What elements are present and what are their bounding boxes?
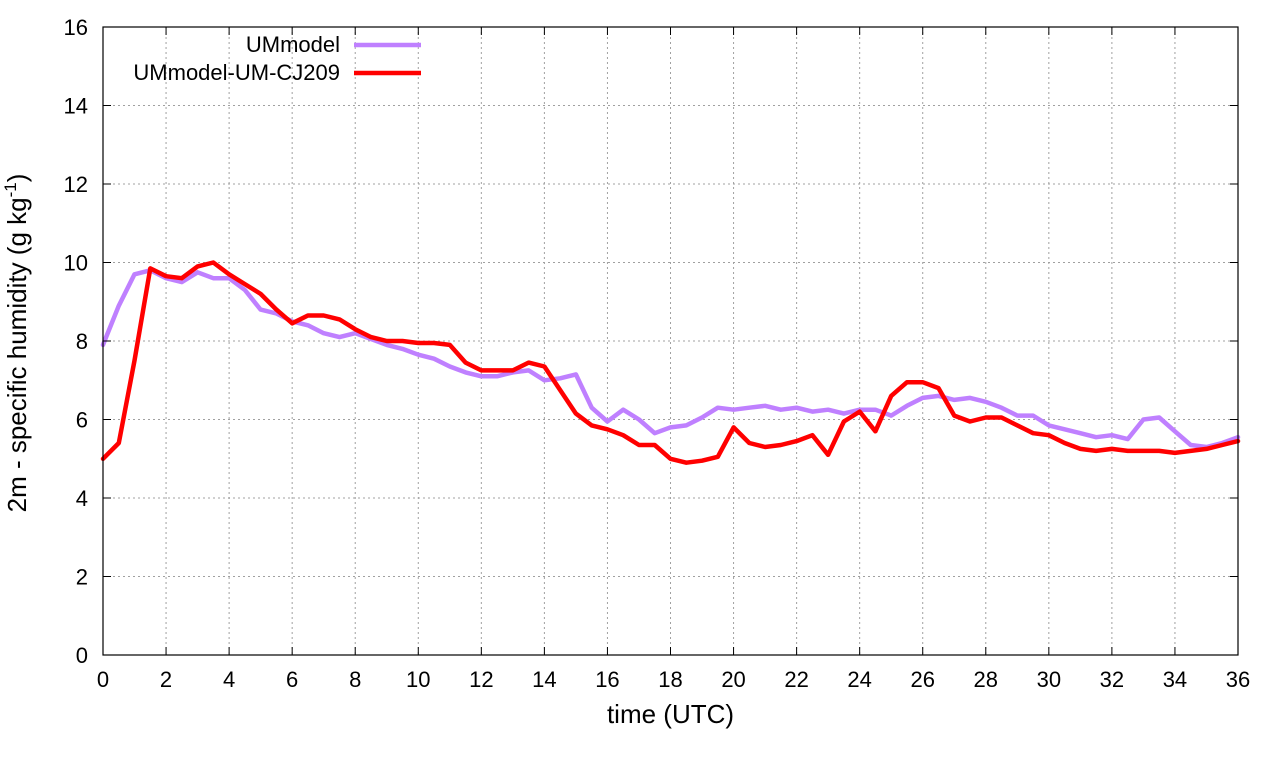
- y-axis-title: 2m - specific humidity (g kg-1): [1, 174, 32, 513]
- x-tick-label: 6: [286, 667, 298, 692]
- x-tick-label: 16: [595, 667, 619, 692]
- legend-label-ummodel: UMmodel: [246, 32, 340, 57]
- y-axis-title-close: ): [2, 174, 32, 183]
- x-tick-label: 8: [349, 667, 361, 692]
- tick-labels: 0 2 4 6 8 10 12 14 16 18 20 22 24 26 28 30 32 34 360246810…: [64, 15, 1251, 692]
- x-tick-label: 30: [1037, 667, 1061, 692]
- x-tick-label: 28: [974, 667, 998, 692]
- y-tick-label: 14: [64, 94, 88, 119]
- x-tick-label: 12: [469, 667, 493, 692]
- y-tick-label: 6: [76, 408, 88, 433]
- y-tick-label: 0: [76, 643, 88, 668]
- x-tick-label: 2: [160, 667, 172, 692]
- x-tick-label: 18: [658, 667, 682, 692]
- x-tick-label: 36: [1226, 667, 1250, 692]
- y-axis-title-main: 2m - specific humidity (g kg: [2, 197, 32, 512]
- y-tick-label: 16: [64, 15, 88, 40]
- y-axis-title-superscript: -1: [1, 182, 20, 197]
- y-tick-label: 4: [76, 486, 88, 511]
- x-axis-title: time (UTC): [607, 699, 734, 729]
- y-tick-label: 8: [76, 329, 88, 354]
- x-tick-label: 20: [721, 667, 745, 692]
- y-tick-label: 12: [64, 172, 88, 197]
- x-tick-label: 22: [784, 667, 808, 692]
- y-tick-label: 10: [64, 251, 88, 276]
- axis-ticks: [102, 26, 1239, 656]
- x-tick-label: 4: [223, 667, 235, 692]
- x-tick-label: 14: [532, 667, 556, 692]
- y-tick-label: 2: [76, 565, 88, 590]
- x-tick-label: 0: [97, 667, 109, 692]
- x-tick-label: 10: [406, 667, 430, 692]
- x-tick-label: 24: [847, 667, 871, 692]
- grid-lines: [103, 27, 1238, 655]
- series-lines: [100, 260, 1241, 465]
- legend: UMmodel UMmodel-UM-CJ209: [133, 32, 421, 85]
- x-tick-label: 34: [1163, 667, 1187, 692]
- x-tick-label: 32: [1100, 667, 1124, 692]
- x-tick-label: 26: [910, 667, 934, 692]
- series-line-ummodel-um-cj209: [100, 260, 1241, 465]
- legend-label-ummodel-um-cj209: UMmodel-UM-CJ209: [133, 60, 340, 85]
